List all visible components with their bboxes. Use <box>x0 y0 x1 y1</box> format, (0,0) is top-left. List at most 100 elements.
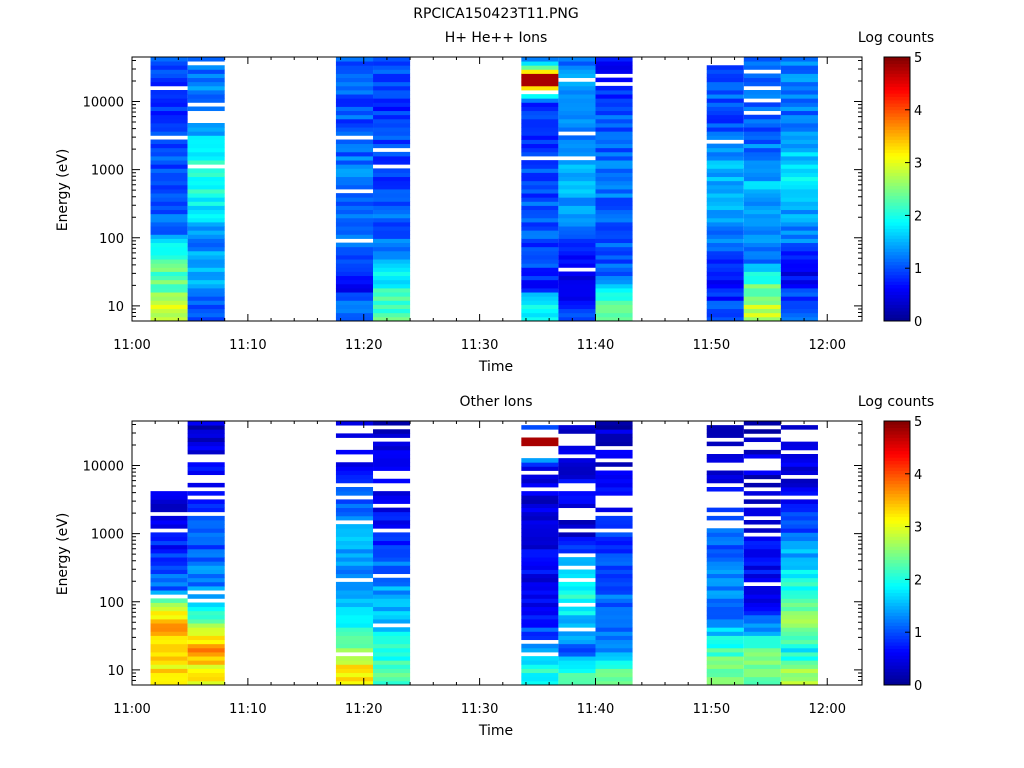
heatmap-cell <box>187 462 225 467</box>
heatmap-cell <box>335 180 374 186</box>
heatmap-cell <box>335 499 374 504</box>
heatmap-cell <box>373 209 411 215</box>
heatmap-cell <box>595 271 633 277</box>
heatmap-cell <box>150 160 188 165</box>
heatmap-cell <box>780 246 818 252</box>
heatmap-cell <box>706 610 744 616</box>
heatmap-cell <box>706 77 744 83</box>
heatmap-cell <box>521 263 559 268</box>
heatmap-cell <box>743 168 781 173</box>
time-column <box>187 421 225 686</box>
heatmap-cell <box>780 73 818 79</box>
heatmap-cell <box>150 524 188 529</box>
heatmap-cell <box>187 288 225 293</box>
heatmap-cell <box>743 429 781 434</box>
heatmap-cell <box>187 209 225 215</box>
heatmap-cell <box>335 586 374 591</box>
heatmap-cell <box>558 503 596 509</box>
heatmap-cell <box>706 160 744 165</box>
colorbar-swatch <box>884 450 910 455</box>
heatmap-cell <box>780 267 818 272</box>
heatmap-cell <box>150 69 188 74</box>
heatmap-cell <box>595 316 633 322</box>
heatmap-cell <box>558 263 596 268</box>
heatmap-cell <box>558 429 596 434</box>
heatmap-cell <box>595 222 633 227</box>
heatmap-cell <box>780 131 818 136</box>
heatmap-cell <box>187 201 225 206</box>
heatmap-cell <box>780 540 818 546</box>
colorbar-swatch <box>884 307 910 312</box>
colorbar-swatch <box>884 655 910 659</box>
heatmap-cell <box>521 623 559 628</box>
heatmap-cell <box>521 425 559 430</box>
heatmap-cell <box>187 606 225 612</box>
heatmap-cell <box>150 520 188 525</box>
heatmap-cell <box>187 433 225 438</box>
colorbar-swatch <box>884 503 910 508</box>
heatmap-cell <box>335 300 374 305</box>
heatmap-cell <box>595 441 633 447</box>
heatmap-cell <box>335 143 374 149</box>
heatmap-cell <box>558 201 596 206</box>
heatmap-cell <box>595 160 633 165</box>
heatmap-cell <box>150 184 188 190</box>
heatmap-cell <box>335 164 374 169</box>
heatmap-cell <box>558 69 596 74</box>
heatmap-cell <box>743 561 781 566</box>
heatmap-cell <box>743 275 781 281</box>
heatmap-cell <box>743 213 781 219</box>
heatmap-cell <box>521 114 559 120</box>
heatmap-cell <box>150 300 188 305</box>
colorbar-swatch <box>884 605 910 610</box>
colorbar-swatch <box>884 612 910 617</box>
heatmap-cell <box>335 643 374 649</box>
heatmap-cell <box>373 421 411 426</box>
heatmap-cell <box>743 123 781 128</box>
heatmap-cell <box>521 532 559 537</box>
colorbar-swatch <box>884 202 910 206</box>
colorbar-swatch <box>884 615 910 620</box>
heatmap-cell <box>521 610 559 616</box>
heatmap-cell <box>187 135 225 140</box>
heatmap-cell <box>373 672 411 678</box>
heatmap-cell <box>373 495 411 500</box>
heatmap-cell <box>521 503 559 509</box>
colorbar-swatch <box>884 523 910 527</box>
heatmap-cell <box>780 536 818 542</box>
heatmap-cell <box>187 449 225 455</box>
heatmap-cell <box>335 590 374 595</box>
heatmap-cell <box>706 569 744 575</box>
heatmap-cell <box>706 156 744 161</box>
heatmap-cell <box>521 619 559 624</box>
heatmap-cell <box>743 147 781 153</box>
heatmap-cell <box>373 156 411 161</box>
heatmap-cell <box>558 300 596 305</box>
heatmap-cell <box>187 217 225 223</box>
heatmap-cell <box>743 57 781 62</box>
heatmap-cell <box>706 548 744 554</box>
heatmap-cell <box>373 631 411 636</box>
heatmap-cell <box>373 676 411 682</box>
heatmap-cell <box>743 292 781 297</box>
heatmap-cell <box>780 507 818 513</box>
heatmap-cell <box>558 540 596 546</box>
heatmap-cell <box>780 263 818 268</box>
heatmap-cell <box>743 647 781 653</box>
heatmap-cell <box>373 458 411 463</box>
heatmap-cell <box>187 222 225 227</box>
heatmap-cell <box>558 135 596 140</box>
heatmap-cell <box>335 312 374 318</box>
heatmap-cell <box>150 217 188 223</box>
heatmap-cell <box>521 437 559 443</box>
heatmap-cell <box>187 106 225 112</box>
heatmap-cell <box>521 234 559 239</box>
heatmap-cell <box>373 201 411 206</box>
heatmap-cell <box>521 110 559 116</box>
heatmap-cell <box>706 631 744 636</box>
heatmap-cell <box>743 267 781 272</box>
heatmap-cell <box>150 230 188 235</box>
heatmap-cell <box>373 131 411 136</box>
heatmap-cell <box>595 520 633 525</box>
heatmap-cell <box>187 205 225 211</box>
